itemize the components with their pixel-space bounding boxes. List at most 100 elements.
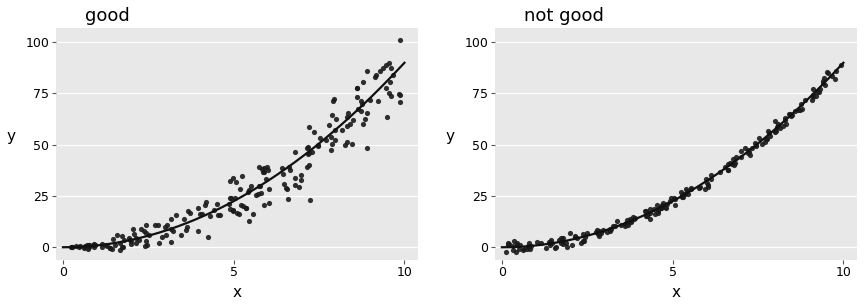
Point	[305, 149, 319, 154]
Point	[359, 68, 373, 73]
Point	[683, 187, 697, 192]
Point	[319, 138, 333, 142]
Point	[810, 89, 824, 94]
Point	[606, 223, 619, 228]
Point	[506, 243, 520, 248]
Point	[192, 228, 206, 233]
Point	[164, 239, 178, 244]
Point	[79, 242, 93, 247]
Point	[614, 223, 628, 228]
Point	[768, 129, 782, 134]
Point	[509, 249, 523, 254]
Point	[718, 165, 732, 169]
Point	[132, 238, 146, 243]
Point	[210, 202, 224, 207]
Point	[194, 212, 208, 217]
Point	[69, 243, 83, 248]
Point	[728, 160, 742, 165]
Point	[524, 244, 538, 249]
Point	[570, 235, 584, 240]
Point	[520, 246, 534, 251]
Point	[262, 167, 276, 172]
Point	[357, 79, 371, 84]
Point	[542, 239, 556, 244]
Point	[253, 184, 267, 189]
Point	[668, 203, 682, 208]
Point	[549, 244, 562, 249]
Point	[124, 237, 137, 242]
Point	[174, 232, 187, 237]
Point	[250, 192, 264, 197]
Point	[150, 223, 164, 228]
Point	[65, 245, 79, 250]
Point	[87, 242, 101, 247]
Point	[257, 166, 271, 171]
Point	[124, 238, 138, 243]
Point	[244, 184, 257, 189]
Point	[620, 222, 634, 227]
Point	[276, 171, 290, 176]
Point	[341, 111, 355, 116]
Y-axis label: y: y	[7, 129, 16, 144]
Point	[734, 154, 747, 159]
Point	[301, 165, 314, 170]
Point	[127, 231, 141, 236]
Point	[749, 143, 763, 148]
Point	[543, 240, 557, 245]
Point	[115, 234, 129, 239]
Point	[350, 86, 364, 91]
Point	[213, 212, 226, 217]
Point	[824, 73, 838, 78]
Point	[158, 225, 172, 230]
Point	[600, 229, 613, 234]
Point	[359, 111, 373, 116]
Point	[684, 185, 698, 190]
Point	[207, 207, 221, 212]
Point	[763, 134, 777, 139]
Point	[350, 95, 364, 100]
X-axis label: x: x	[671, 285, 681, 300]
Point	[569, 233, 582, 238]
Point	[82, 244, 96, 249]
Point	[676, 195, 689, 200]
Point	[578, 235, 592, 240]
Point	[759, 140, 772, 145]
Point	[590, 228, 604, 233]
Point	[301, 144, 314, 149]
Point	[592, 233, 606, 238]
Point	[506, 247, 520, 252]
Point	[256, 170, 270, 175]
Point	[743, 152, 757, 157]
Point	[77, 245, 91, 250]
Point	[592, 231, 606, 235]
Point	[112, 247, 126, 252]
Point	[72, 244, 86, 249]
Point	[359, 116, 372, 121]
Point	[543, 240, 557, 245]
Point	[679, 187, 693, 192]
Point	[64, 244, 78, 249]
Point	[626, 215, 640, 220]
Point	[580, 231, 594, 236]
Point	[65, 245, 79, 250]
Point	[788, 108, 802, 113]
Text: good: good	[86, 7, 130, 25]
Point	[199, 200, 213, 204]
Point	[698, 187, 712, 192]
Point	[727, 163, 740, 168]
Point	[618, 222, 632, 227]
Point	[226, 175, 240, 180]
Point	[100, 243, 114, 248]
Point	[329, 116, 343, 121]
Point	[778, 116, 792, 121]
Point	[704, 177, 718, 181]
Point	[741, 149, 755, 154]
Point	[393, 37, 407, 42]
Point	[654, 205, 668, 210]
Point	[95, 244, 109, 249]
Point	[139, 223, 153, 228]
Point	[651, 208, 664, 213]
Point	[658, 204, 672, 209]
Point	[692, 185, 706, 190]
Point	[292, 185, 306, 190]
